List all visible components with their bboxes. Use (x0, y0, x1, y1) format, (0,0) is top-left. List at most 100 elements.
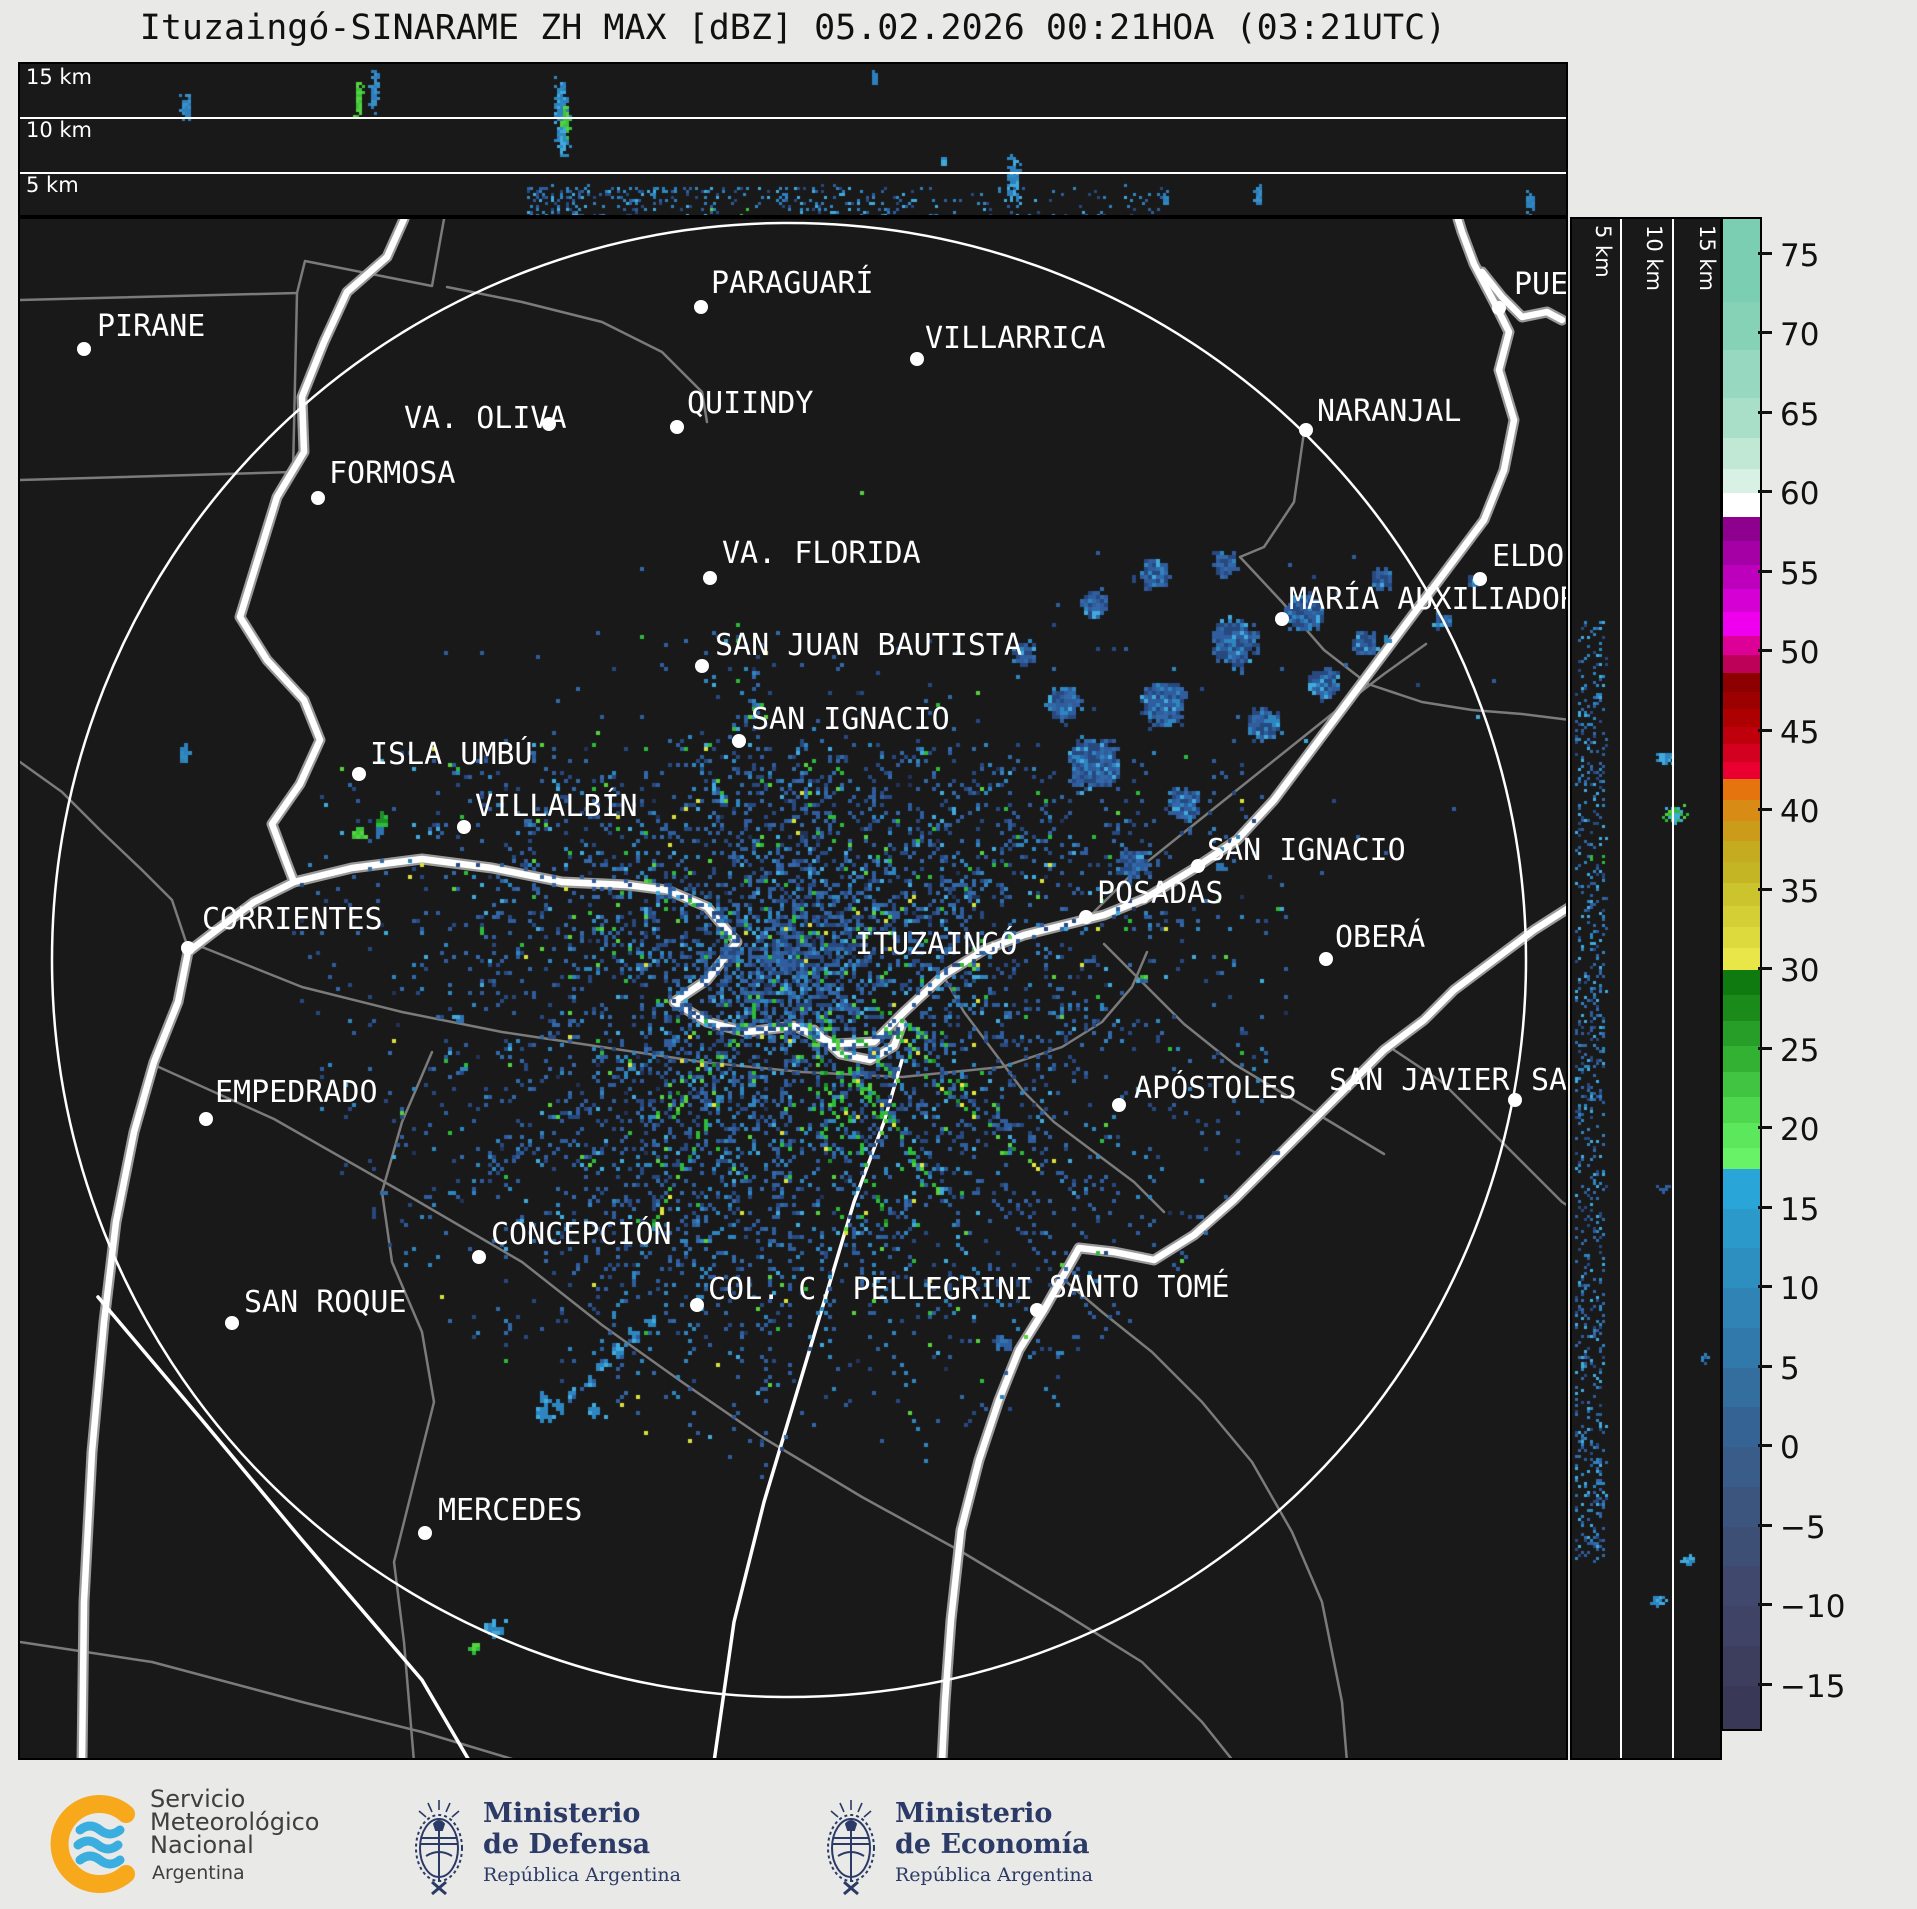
city-label: PUERTO (1514, 267, 1568, 302)
colorbar-tick-label: 5 (1780, 1350, 1800, 1387)
colorbar-segment (1723, 861, 1760, 883)
colorbar-segment (1723, 1526, 1760, 1567)
colorbar-tick (1758, 1046, 1772, 1050)
altitude-label: 10 km (1642, 225, 1666, 292)
top-cross-section-panel: 15 km 10 km 5 km (18, 62, 1568, 217)
colorbar-tick (1758, 331, 1772, 335)
colorbar-tick-label: −15 (1780, 1668, 1846, 1705)
city-label: SAN ROQUE (244, 1285, 407, 1320)
city-dot (694, 300, 708, 314)
colorbar-segment (1723, 761, 1760, 780)
city-label: VILLARRICA (925, 321, 1106, 356)
radar-map-panel: PIRANE PARAGUARÍ VILLARRICA QUIINDY NARANJAL… (18, 217, 1568, 1760)
colorbar-tick-label: 70 (1780, 317, 1820, 354)
city-dot (1112, 1098, 1126, 1112)
city-label: VA. OLIVA (404, 401, 567, 436)
colorbar-segment (1723, 655, 1760, 673)
colorbar-segment (1723, 1645, 1760, 1686)
city-dot (1191, 859, 1205, 873)
defensa-text: Ministerio de Defensa (483, 1798, 651, 1860)
city-dot (1299, 423, 1313, 437)
city-label: EMPEDRADO (215, 1075, 378, 1110)
colorbar-tick (1758, 1682, 1772, 1686)
city-label: MARÍA AUXILIADORA (1289, 582, 1568, 617)
colorbar-tick-label: 65 (1780, 396, 1820, 433)
colorbar-tick (1758, 1603, 1772, 1607)
colorbar-segment (1723, 1367, 1760, 1408)
colorbar-segment (1723, 1046, 1760, 1072)
city-label: APÓSTOLES (1134, 1071, 1297, 1106)
colorbar-segment (1723, 540, 1760, 565)
city-dot (225, 1316, 239, 1330)
colorbar-segment (1723, 469, 1760, 494)
colorbar-tick-label: 15 (1780, 1191, 1820, 1228)
colorbar-segment (1723, 1248, 1760, 1289)
smn-argentina: Argentina (152, 1862, 245, 1884)
smn-logo-icon (50, 1795, 135, 1893)
colorbar-segment (1723, 1208, 1760, 1249)
colorbar-tick (1758, 808, 1772, 812)
colorbar-tick (1758, 569, 1772, 573)
colorbar-segment (1723, 1327, 1760, 1368)
colorbar-segment (1723, 820, 1760, 842)
city-label: OBERÁ (1335, 920, 1426, 955)
colorbar-segment (1723, 493, 1760, 518)
page-title: Ituzaingó-SINARAME ZH MAX [dBZ] 05.02.20… (139, 8, 1447, 48)
smn-text: Servicio Meteorológico Nacional (150, 1785, 320, 1859)
colorbar-tick-label: 55 (1780, 555, 1820, 592)
colorbar-segment (1723, 691, 1760, 710)
city-label: SANTO TOMÉ (1049, 1270, 1230, 1305)
city-label: ITUZAINGÓ (855, 927, 1018, 962)
colorbar-tick-label: 40 (1780, 794, 1820, 831)
altitude-label: 5 km (26, 173, 79, 197)
colorbar-tick (1758, 251, 1772, 255)
colorbar-segment (1723, 970, 1760, 996)
city-label: CORRIENTES (202, 902, 383, 937)
city-dot (670, 420, 684, 434)
city-label: PIRANE (97, 309, 206, 344)
range-ring (50, 221, 1528, 1699)
colorbar-segment (1723, 995, 1760, 1021)
city-dot (542, 417, 556, 431)
city-dot (1275, 612, 1289, 626)
city-dot (1492, 301, 1506, 315)
city-dot (1030, 1303, 1044, 1317)
city-dot (910, 352, 924, 366)
city-dot (77, 342, 91, 356)
colorbar-segment (1723, 219, 1760, 303)
colorbar-tick-label: 20 (1780, 1112, 1820, 1149)
colorbar-tick-label: 10 (1780, 1271, 1820, 1308)
colorbar-tick-label: 50 (1780, 635, 1820, 672)
colorbar-tick-label: −5 (1780, 1509, 1826, 1546)
reflectivity-colorbar (1721, 217, 1762, 1732)
city-dot (199, 1112, 213, 1126)
city-dot (311, 491, 325, 505)
colorbar-segment (1723, 672, 1760, 692)
colorbar-tick (1758, 1523, 1772, 1527)
colorbar-segment (1723, 927, 1760, 948)
colorbar-segment (1723, 302, 1760, 351)
top-cross-section-echo-canvas (20, 64, 1566, 215)
colorbar-segment (1723, 906, 1760, 928)
city-dot (1079, 910, 1093, 924)
city-label: SAN JUAN BAUTISTA (715, 628, 1023, 663)
colorbar-tick-label: 30 (1780, 953, 1820, 990)
city-label: ELDORADO (1492, 539, 1566, 574)
city-label: FORMOSA (329, 456, 456, 491)
colorbar-segment (1723, 1606, 1760, 1646)
economia-text: Ministerio de Economía (895, 1798, 1090, 1860)
colorbar-tick-label: 35 (1780, 873, 1820, 910)
colorbar-tick (1758, 1364, 1772, 1368)
radar-echo-canvas (20, 219, 1566, 1758)
city-dot (1473, 572, 1487, 586)
city-label: QUIINDY (687, 386, 814, 421)
altitude-label: 10 km (26, 118, 93, 142)
colorbar-tick-label: 60 (1780, 476, 1820, 513)
colorbar-segment (1723, 397, 1760, 438)
colorbar-segment (1723, 612, 1760, 637)
city-label: VA. FLORIDA (722, 536, 921, 571)
city-dot (472, 1250, 486, 1264)
colorbar-tick (1758, 887, 1772, 891)
colorbar-tick (1758, 1126, 1772, 1130)
